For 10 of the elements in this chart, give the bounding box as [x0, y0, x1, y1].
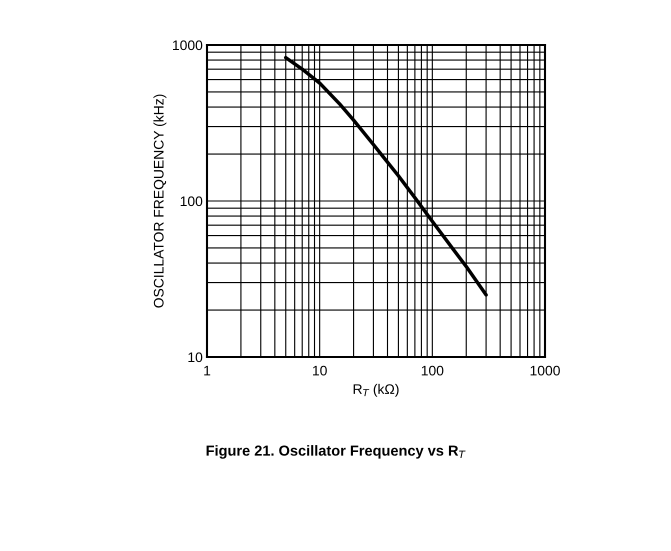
x-tick-label: 10 [313, 366, 327, 376]
x-tick-label: 1 [204, 366, 210, 376]
y-tick-label: 10 [188, 352, 202, 362]
y-axis-title: OSCILLATOR FREQUENCY (kHz) [153, 94, 166, 308]
y-tick-label: 100 [180, 196, 202, 206]
x-tick-label: 100 [422, 366, 444, 376]
x-tick-label: 1000 [530, 366, 560, 376]
text: Figure 21. Oscillator Frequency vs R$_{T}$ [206, 445, 466, 459]
x-axis-title: R$_{T}$ (kΩ) [354, 384, 399, 397]
y-tick-label: 1000 [173, 40, 202, 50]
